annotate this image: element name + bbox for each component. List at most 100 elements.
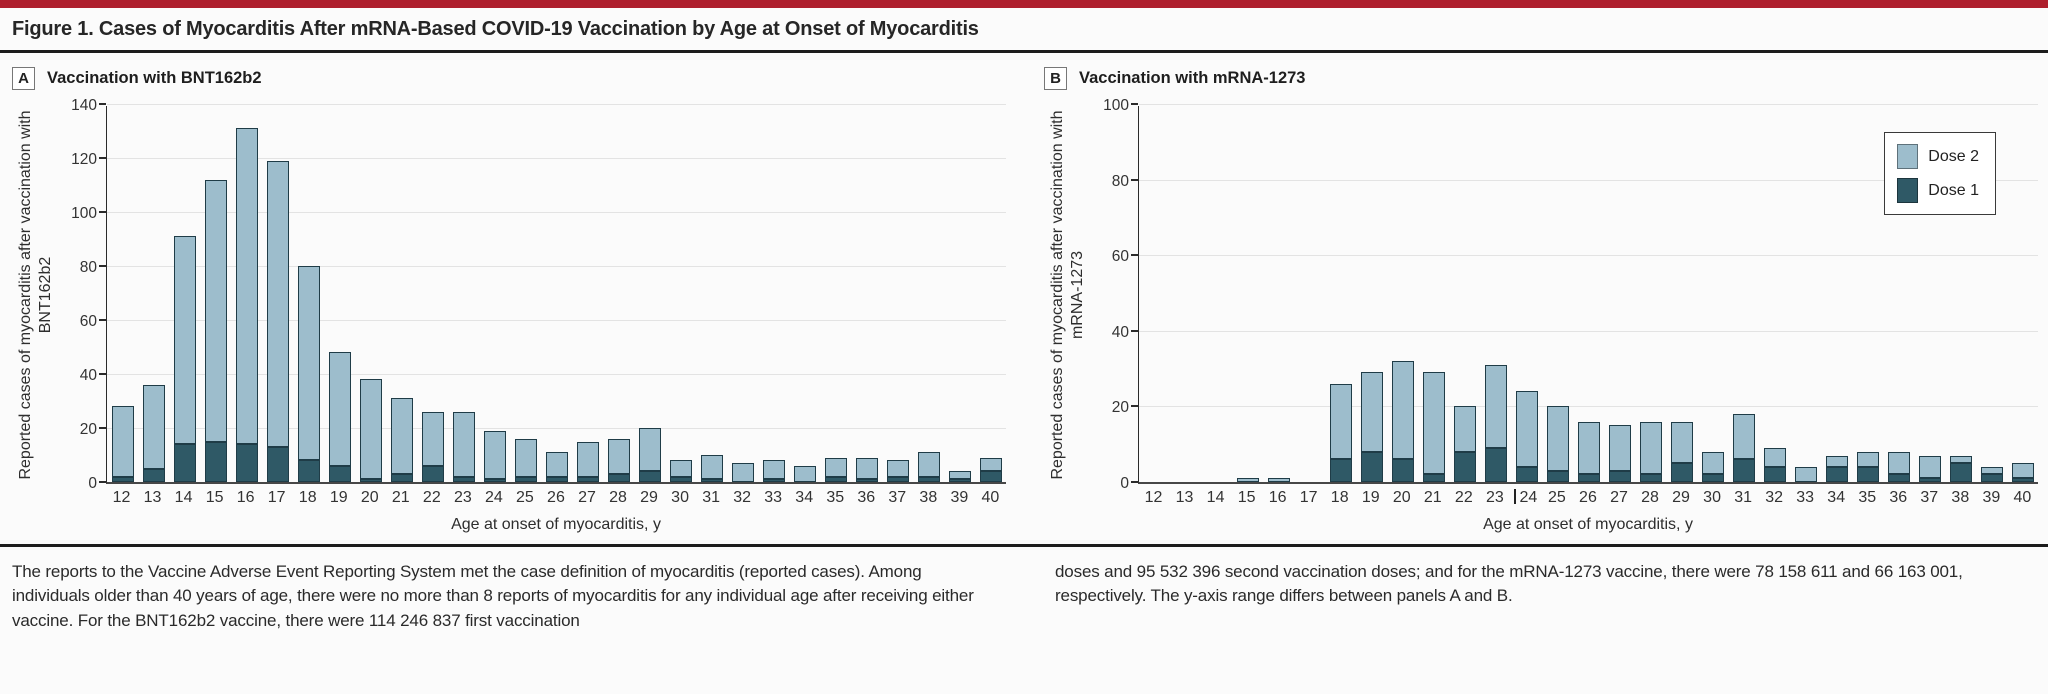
x-tick-label: 37 [888, 489, 907, 506]
bar-age-20 [359, 379, 382, 482]
x-tick-label: 36 [857, 489, 876, 506]
x-tick-label: 35 [826, 489, 845, 506]
bar-slot [541, 452, 572, 482]
x-label-slot: 40 [2007, 489, 2038, 509]
x-label-slot: 16 [230, 489, 261, 509]
bar-age-25 [514, 438, 537, 482]
dose2-segment [1763, 448, 1786, 467]
bar-age-37 [886, 460, 909, 482]
x-tick-label: 18 [1330, 489, 1349, 506]
x-tick-label: 26 [547, 489, 565, 506]
bar-age-17 [266, 160, 289, 482]
x-tick-label: 13 [1175, 489, 1194, 506]
x-tick-label: 26 [1579, 489, 1597, 506]
y-axis: 0 20 40 60 80 100 120 140 [62, 97, 106, 492]
bar-age-15 [1236, 478, 1259, 482]
bars-container [1139, 106, 2038, 482]
y-axis: 0 20 40 60 80 100 [1094, 97, 1138, 492]
x-label-slot: 26 [540, 489, 571, 509]
dose1-segment [1577, 474, 1600, 482]
dose2-segment [855, 457, 878, 480]
dose1-segment [1670, 463, 1693, 482]
bar-age-39 [1980, 466, 2003, 482]
x-label-slot: 34 [1821, 489, 1852, 509]
y-tick-mark [1131, 103, 1138, 105]
x-tick-label: 34 [1827, 489, 1846, 506]
dose1-segment [979, 471, 1002, 482]
dose1-segment [1453, 451, 1476, 482]
dose1-segment [359, 479, 382, 482]
dose2-segment [204, 179, 227, 442]
dose1-segment [1701, 474, 1724, 482]
x-tick-label: 25 [516, 489, 534, 506]
dose1-segment [1546, 470, 1569, 482]
x-label-slot: 25 [509, 489, 540, 509]
dose1-segment [1639, 474, 1662, 482]
bar-slot [603, 438, 634, 482]
bar-age-20 [1391, 361, 1414, 482]
bar-age-31 [700, 455, 723, 482]
x-tick-label: 21 [391, 489, 410, 506]
dose2-segment [607, 438, 630, 474]
bar-age-32 [731, 463, 754, 482]
x-label-slot: 27 [1603, 489, 1634, 509]
dose1-segment [173, 444, 196, 482]
dose1-segment [1422, 474, 1445, 482]
panel-b: B Vaccination with mRNA-1273 Reported ca… [1042, 65, 2038, 534]
bar-age-23 [452, 411, 475, 482]
bar-age-36 [1887, 451, 1910, 482]
bar-age-23 [1484, 364, 1507, 482]
dose1-segment [762, 479, 785, 482]
bar-slot [1449, 406, 1480, 482]
bar-slot [851, 457, 882, 482]
y-tick-label: 60 [1111, 248, 1129, 266]
x-tick-label: 27 [578, 489, 596, 506]
x-tick-label: 20 [1392, 489, 1411, 506]
x-label-slot: 13 [137, 489, 168, 509]
bar-age-31 [1732, 413, 1755, 482]
dose2-segment [1360, 372, 1383, 452]
dose1-segment [1980, 474, 2003, 482]
dose2-segment [1825, 455, 1848, 467]
bar-slot [1697, 451, 1728, 482]
bar-slot [324, 352, 355, 482]
x-label-slot: 18 [292, 489, 323, 509]
bar-slot [1852, 451, 1883, 482]
dose2-segment [917, 452, 940, 477]
x-tick-label: 31 [1734, 489, 1752, 506]
x-tick-label: 28 [609, 489, 627, 506]
dose1-swatch [1897, 178, 1919, 203]
x-label-slot: 21 [385, 489, 416, 509]
x-label-slot: 37 [1914, 489, 1945, 509]
dose2-segment [1794, 466, 1817, 482]
panel-letter-badge: A [12, 67, 35, 90]
bar-age-33 [762, 460, 785, 482]
x-label-slot: 19 [323, 489, 354, 509]
x-label-slot: 28 [603, 489, 634, 509]
x-label-slot: 16 [1262, 489, 1293, 509]
dose1-segment [1887, 474, 1910, 482]
gridline [1139, 255, 2038, 257]
gridline [107, 158, 1006, 159]
dose2-segment [1577, 421, 1600, 475]
bar-slot [1418, 372, 1449, 482]
bar-slot [1976, 466, 2007, 482]
panel-title: Vaccination with BNT162b2 [47, 69, 262, 87]
x-tick-label: 30 [671, 489, 689, 506]
dose2-segment [1329, 383, 1352, 460]
y-tick-label: 0 [1120, 475, 1129, 492]
dose1-segment [855, 479, 878, 482]
bar-slot [107, 406, 138, 482]
dose2-segment [762, 460, 785, 480]
y-tick-mark [99, 157, 106, 159]
dose2-segment [421, 411, 444, 466]
gridline [1139, 330, 2038, 332]
dose1-segment [266, 446, 289, 482]
x-tick-label: 21 [1423, 489, 1442, 506]
bar-age-25 [1546, 406, 1569, 482]
bar-age-27 [1608, 425, 1631, 482]
dose2-segment [2011, 463, 2034, 479]
bar-age-26 [1577, 421, 1600, 482]
x-label-slot: 14 [1200, 489, 1231, 509]
chart-a: Reported cases of myocarditis after vacc… [10, 97, 1006, 534]
